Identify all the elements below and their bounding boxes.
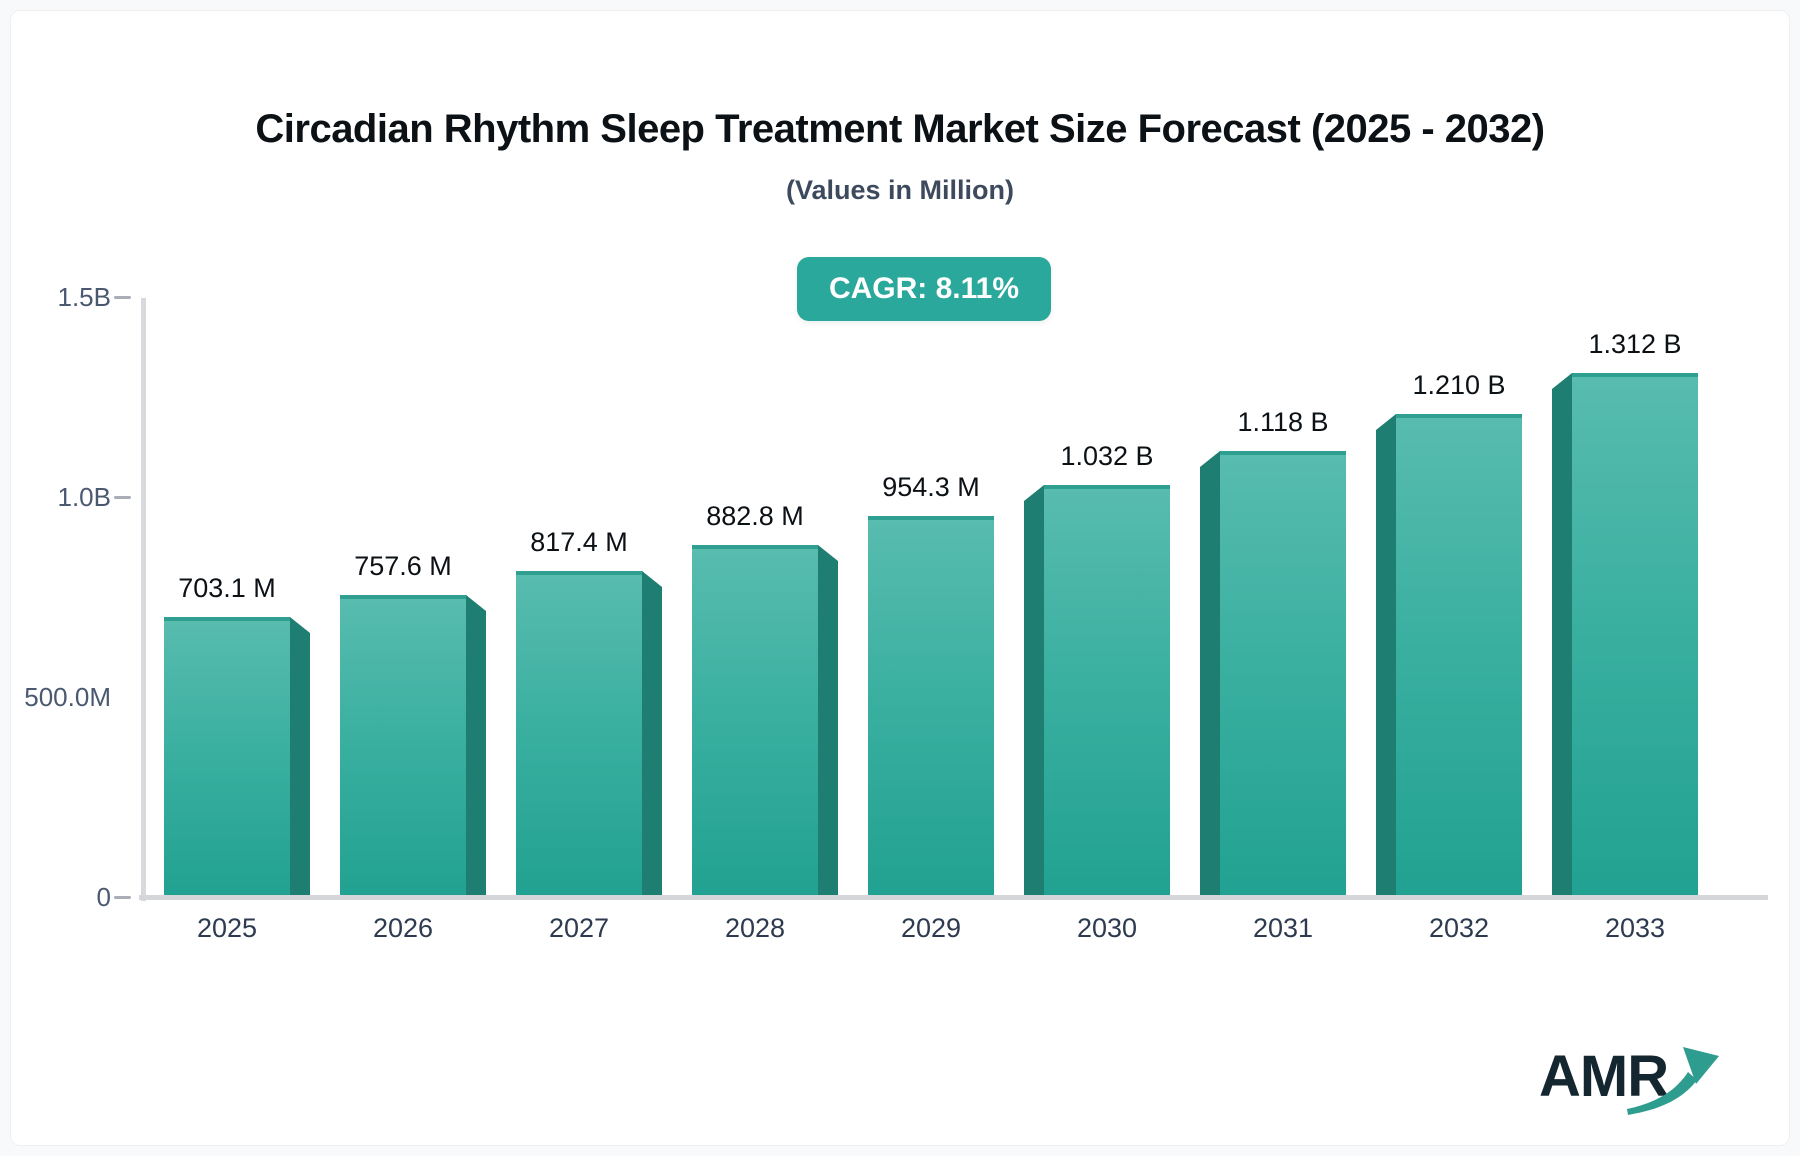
bar-2030-side-face bbox=[1024, 485, 1044, 898]
bar-value-label-2027: 817.4 M bbox=[530, 527, 628, 557]
bar-2027 bbox=[516, 571, 642, 898]
bar-value-label-2029: 954.3 M bbox=[882, 472, 980, 502]
growth-arrow-icon bbox=[1627, 1047, 1719, 1115]
bar-value-label-2026: 757.6 M bbox=[354, 551, 452, 581]
cagr-badge-text: CAGR: 8.11% bbox=[828, 272, 1020, 305]
chart-subtitle: (Values in Million) bbox=[785, 175, 1015, 205]
y-tick-label: 0 bbox=[96, 882, 111, 912]
bar-value-label-2031: 1.118 B bbox=[1237, 407, 1329, 437]
bar-2025-side-face bbox=[290, 617, 310, 898]
cagr-badge: CAGR: 8.11% bbox=[797, 257, 1051, 321]
y-tick-dash bbox=[114, 896, 131, 899]
bar-2032-side-face bbox=[1376, 414, 1396, 898]
x-tick-label-2029: 2029 bbox=[900, 913, 962, 943]
bar-chart: 1.5B 1.0B 500.0M 0 703.1 M 2025 757.6 M 2026 817… bbox=[11, 11, 1800, 1147]
bar-2029 bbox=[868, 516, 994, 898]
bar-2026 bbox=[340, 595, 466, 898]
amr-logo-text: AMR bbox=[1539, 1044, 1669, 1109]
bar-2032 bbox=[1396, 414, 1522, 898]
x-tick-label-2027: 2027 bbox=[548, 913, 610, 943]
bar-2031 bbox=[1220, 451, 1346, 898]
bar-value-label-2033: 1.312 B bbox=[1588, 329, 1682, 359]
bar-2028 bbox=[692, 545, 818, 898]
x-tick-label-2033: 2033 bbox=[1604, 913, 1666, 943]
y-tick-dash bbox=[114, 496, 131, 499]
bar-2033 bbox=[1572, 373, 1698, 898]
y-tick-label: 500.0M bbox=[24, 682, 111, 712]
x-tick-label-2030: 2030 bbox=[1076, 913, 1138, 943]
x-tick-label-2032: 2032 bbox=[1428, 913, 1490, 943]
chart-title: Circadian Rhythm Sleep Treatment Market … bbox=[255, 107, 1545, 151]
bar-2030 bbox=[1044, 485, 1170, 898]
y-tick-label: 1.0B bbox=[57, 482, 112, 512]
bar-value-label-2028: 882.8 M bbox=[706, 501, 804, 531]
bar-2031-side-face bbox=[1200, 451, 1220, 898]
amr-logo: AMR bbox=[1539, 1043, 1729, 1123]
x-tick-label-2025: 2025 bbox=[196, 913, 258, 943]
x-tick-label-2028: 2028 bbox=[724, 913, 786, 943]
bar-value-label-2032: 1.210 B bbox=[1412, 370, 1506, 400]
x-tick-label-2031: 2031 bbox=[1252, 913, 1314, 943]
bar-value-label-2030: 1.032 B bbox=[1060, 441, 1154, 471]
bar-2026-side-face bbox=[466, 595, 486, 898]
y-tick-label: 1.5B bbox=[57, 282, 112, 312]
bar-2025 bbox=[164, 617, 290, 898]
chart-card: Circadian Rhythm Sleep Treatment Market … bbox=[10, 10, 1790, 1146]
y-axis-line bbox=[141, 298, 146, 901]
bar-2028-side-face bbox=[818, 545, 838, 898]
y-tick-dash bbox=[114, 296, 131, 299]
x-tick-label-2026: 2026 bbox=[372, 913, 434, 943]
bar-value-label-2025: 703.1 M bbox=[178, 573, 276, 603]
bar-2033-side-face bbox=[1552, 373, 1572, 898]
x-axis-line bbox=[139, 895, 1768, 900]
bar-2027-side-face bbox=[642, 571, 662, 898]
